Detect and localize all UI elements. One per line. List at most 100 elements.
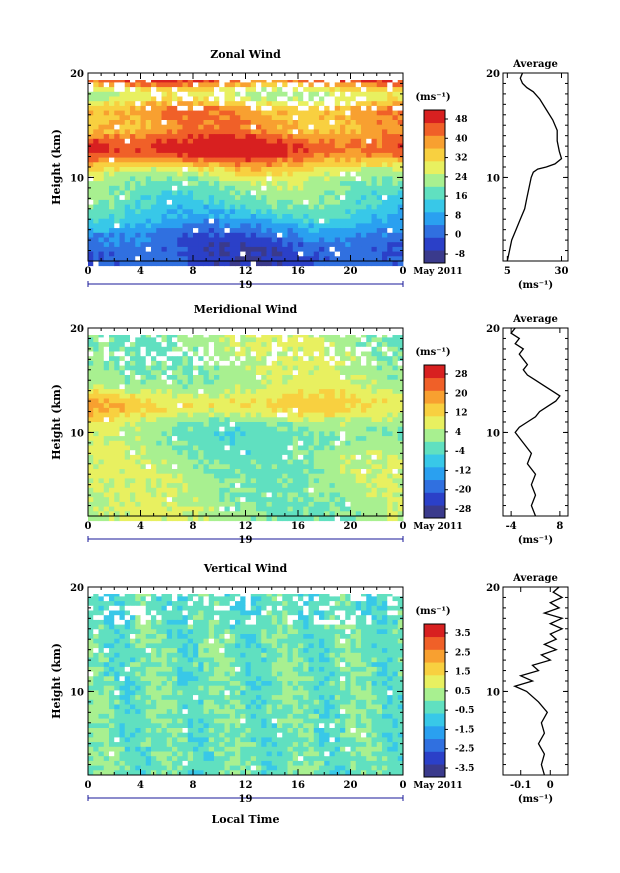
heat-cell (203, 223, 210, 229)
heat-cell (292, 501, 299, 507)
heat-cell (208, 506, 215, 512)
heat-cell (177, 251, 183, 257)
heat-cell (287, 403, 294, 409)
heat-cell (371, 375, 378, 381)
heat-cell (292, 143, 299, 149)
heat-cell (313, 195, 320, 201)
heat-cell (156, 483, 162, 489)
heat-cell (334, 375, 341, 381)
heat-cell (366, 124, 372, 130)
heat-cell (329, 351, 336, 357)
heat-cell (235, 77, 241, 83)
heat-cell (324, 124, 330, 130)
heat-cell (114, 171, 120, 177)
heat-cell (198, 501, 204, 507)
heat-cell (366, 190, 372, 196)
heat-cell (292, 87, 299, 93)
heat-cell (124, 167, 131, 173)
heat-cell (292, 167, 299, 173)
heat-cell (261, 251, 267, 257)
heat-cell (145, 426, 152, 432)
heat-cell (198, 440, 204, 446)
heat-cell (345, 492, 351, 498)
heat-cell (250, 403, 257, 409)
heat-cell (103, 148, 110, 154)
heat-cell (93, 195, 99, 201)
heat-cell (256, 403, 262, 409)
heat-cell (266, 185, 273, 191)
heat-cell (214, 105, 220, 111)
heat-cell (345, 181, 351, 187)
heat-cell (387, 204, 393, 210)
heat-cell (109, 237, 115, 243)
heat-cell (371, 209, 378, 215)
heat-cell (214, 124, 220, 130)
heat-cell (161, 332, 168, 338)
heat-cell (130, 483, 136, 489)
heat-cell (371, 497, 378, 503)
heat-cell (145, 181, 152, 187)
heat-cell (203, 403, 210, 409)
heat-cell (298, 506, 304, 512)
heat-cell (119, 176, 126, 182)
heat-cell (161, 393, 168, 399)
heat-cell (271, 242, 278, 248)
heat-cell (340, 389, 346, 395)
heat-cell (287, 162, 294, 168)
heat-cell (145, 360, 152, 366)
heat-cell (145, 417, 152, 423)
heat-cell (376, 138, 383, 144)
heat-cell (88, 497, 94, 503)
heat-cell (156, 228, 162, 234)
heat-cell (345, 365, 351, 371)
heat-cell (214, 261, 220, 267)
heat-cell (329, 342, 336, 348)
heat-cell (266, 162, 273, 168)
heat-cell (340, 464, 346, 470)
heat-cell (345, 195, 351, 201)
heat-cell (135, 77, 141, 83)
heat-cell (145, 492, 152, 498)
heat-cell (340, 204, 346, 210)
heat-cell (156, 398, 162, 404)
heat-cell (103, 469, 110, 475)
heat-cell (366, 228, 372, 234)
heat-cell (361, 346, 367, 352)
heat-cell (250, 469, 257, 475)
heat-cell (371, 162, 378, 168)
heat-cell (256, 431, 262, 437)
heat-cell (208, 454, 215, 460)
heat-cell (203, 464, 210, 470)
heat-cell (303, 232, 309, 238)
heat-cell (119, 478, 126, 484)
heat-cell (98, 464, 105, 470)
heat-cell (250, 190, 257, 196)
heat-cell (340, 218, 346, 224)
heat-cell (161, 82, 168, 88)
heat-cell (261, 261, 267, 267)
heat-cell (361, 124, 367, 130)
heat-cell (140, 91, 147, 97)
heat-cell (219, 134, 225, 140)
heat-cell (303, 398, 309, 404)
heat-cell (271, 143, 278, 149)
heat-cell (161, 171, 168, 177)
heat-cell (130, 384, 136, 390)
heat-cell (366, 115, 372, 121)
heat-cell (334, 77, 341, 83)
heat-cell (303, 506, 309, 512)
heat-cell (177, 185, 183, 191)
heat-cell (208, 422, 215, 428)
heat-cell (103, 242, 110, 248)
heat-cell (245, 370, 252, 376)
heat-cell (135, 497, 141, 503)
heat-cell (187, 342, 194, 348)
heat-cell (340, 181, 346, 187)
heat-cell (224, 157, 231, 163)
heat-cell (93, 115, 99, 121)
heat-cell (88, 181, 94, 187)
heat-cell (172, 487, 178, 493)
heat-cell (361, 450, 367, 456)
heat-cell (266, 403, 273, 409)
heat-cell (177, 101, 183, 107)
